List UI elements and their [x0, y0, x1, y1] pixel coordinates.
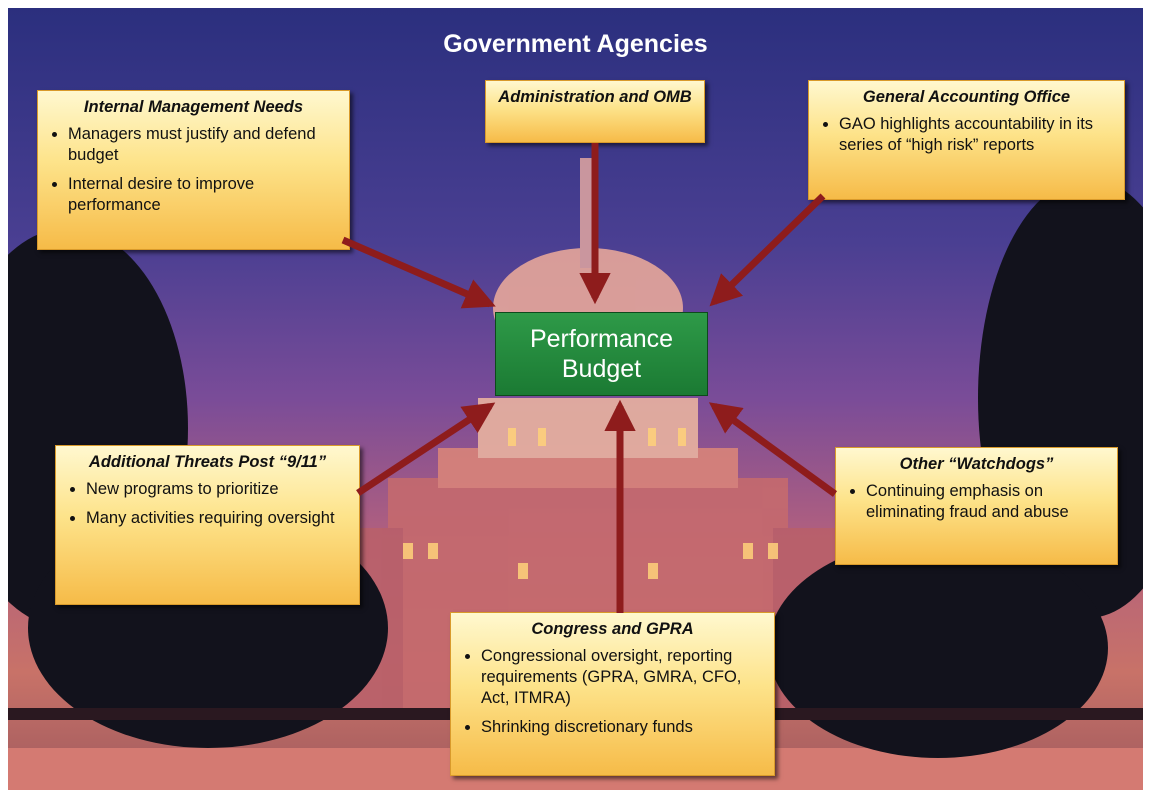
center-node: Performance Budget [495, 312, 708, 396]
arrow [343, 240, 490, 304]
page: Government Agencies Internal Management … [0, 0, 1151, 801]
arrow [714, 196, 823, 302]
arrow [358, 406, 490, 493]
slide: Government Agencies Internal Management … [8, 8, 1143, 790]
arrow [714, 406, 835, 494]
arrows [8, 8, 1143, 790]
